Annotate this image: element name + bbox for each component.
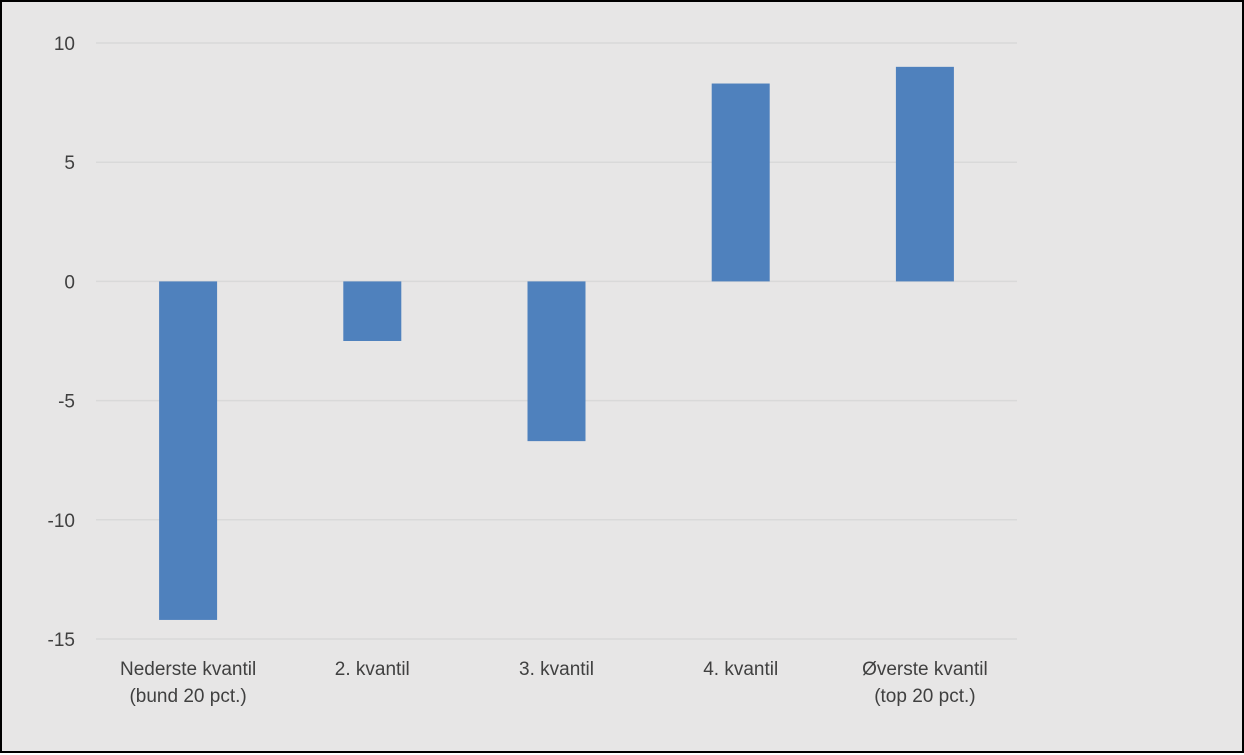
x-axis-ticks: Nederste kvantil (bund 20 pct.) 2. kvantil… [120, 659, 988, 707]
x-tick-label-line: 3. kvantil [519, 659, 594, 680]
x-tick-label-line: Nederste kvantil [120, 659, 256, 680]
y-tick-label: 0 [64, 272, 75, 293]
y-axis-ticks: 10 5 0 -5 -10 -15 [48, 34, 75, 651]
x-tick-label: Øverste kvantil (top 20 pct.) [862, 659, 988, 707]
x-tick-label-line: 4. kvantil [703, 659, 778, 680]
bar [711, 83, 770, 282]
bar [343, 281, 402, 341]
y-tick-label: -15 [48, 630, 75, 651]
y-tick-label: 5 [64, 153, 75, 174]
x-tick-label: Nederste kvantil (bund 20 pct.) [120, 659, 256, 707]
y-tick-label: -5 [58, 392, 75, 413]
bars [159, 66, 954, 620]
bar [159, 281, 218, 620]
y-tick-label: 10 [54, 34, 75, 55]
x-tick-label-line: (top 20 pct.) [874, 686, 975, 707]
bar [527, 281, 586, 442]
y-tick-label: -10 [48, 511, 75, 532]
x-tick-label-line: (bund 20 pct.) [129, 686, 246, 707]
x-tick-label-line: Øverste kvantil [862, 659, 988, 680]
x-tick-label-line: 2. kvantil [335, 659, 410, 680]
x-tick-label: 4. kvantil [703, 659, 778, 680]
x-tick-label: 2. kvantil [335, 659, 410, 680]
x-tick-label: 3. kvantil [519, 659, 594, 680]
bar [895, 66, 954, 282]
